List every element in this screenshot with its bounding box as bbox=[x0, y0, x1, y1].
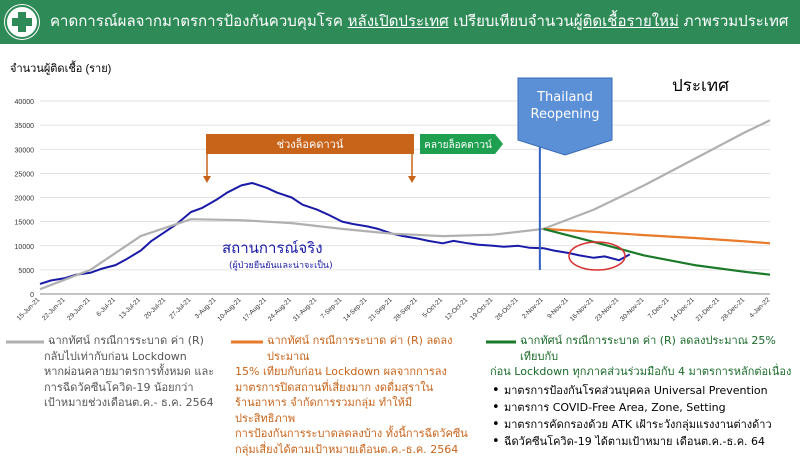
relax-label: คลายล็อคดาวน์ bbox=[424, 137, 492, 151]
x-tick-label: 15-Jun-21 bbox=[16, 296, 42, 322]
reopening-annotation: Thailand Reopening bbox=[518, 78, 612, 270]
legend-orange-line2: 15% เทียบกับก่อน Lockdown ผลจากการลง bbox=[235, 364, 470, 380]
country-label: ประเทศ bbox=[672, 76, 729, 96]
x-tick-label: 28-Sep-21 bbox=[393, 296, 420, 323]
x-tick-label: 6-Jul-21 bbox=[95, 296, 117, 318]
x-tick-label: 5-Oct-21 bbox=[421, 296, 444, 319]
y-tick-label: 20000 bbox=[15, 196, 35, 203]
x-tick-label: 16-Nov-21 bbox=[569, 296, 596, 323]
legend-grey-line3: หากผ่อนคลายมาตรการทั้งหมด และ bbox=[6, 364, 216, 380]
x-tick-label: 20-Jul-21 bbox=[143, 296, 167, 320]
x-tick-label: 30-Nov-21 bbox=[619, 296, 646, 323]
x-tick-label: 21-Sep-21 bbox=[367, 296, 394, 323]
page-title: คาดการณ์ผลจากมาตรการป้องกันควบคุมโรค หลั… bbox=[50, 9, 795, 33]
legend-green-bullet: มาตรการ COVID-Free Area, Zone, Setting bbox=[490, 399, 795, 416]
x-tick-label: 31-Aug-21 bbox=[292, 296, 319, 323]
x-tick-label: 7-Sep-21 bbox=[320, 296, 344, 320]
x-tick-label: 2-Nov-21 bbox=[521, 296, 545, 320]
x-tick-label: 14-Dec-21 bbox=[669, 296, 696, 323]
y-tick-label: 0 bbox=[30, 292, 34, 299]
legend-orange-line6: กลุ่มเสี่ยงได้ตามเป้าหมายเดือนต.ค.-ธ.ค. … bbox=[235, 442, 470, 457]
legend-orange-line4: ร้านอาหาร จำกัดการรวมกลุ่ม ทำให้มีประสิท… bbox=[235, 395, 470, 426]
x-tick-label: 24-Aug-21 bbox=[267, 296, 294, 323]
x-tick-label: 7-Dec-21 bbox=[647, 296, 671, 320]
x-tick-label: 21-Dec-21 bbox=[695, 296, 722, 323]
y-axis-title: จำนวนผู้ติดเชื้อ (ราย) bbox=[10, 60, 111, 75]
legend-grey-line bbox=[6, 339, 46, 345]
x-tick-label: 4-Jan-22 bbox=[748, 296, 771, 319]
relax-annotation: คลายล็อคดาวน์ bbox=[420, 134, 503, 154]
legend-grey-line4: การฉีดวัคซีนโควิด-19 น้อยกว่า bbox=[6, 380, 216, 396]
series-line-actual bbox=[40, 183, 630, 284]
lockdown-annotation: ช่วงล็อคดาวน์ bbox=[203, 134, 416, 183]
legend-orange-scenario: ฉากทัศน์ กรณีการระบาด ค่า (R) ลดลงประมาณ… bbox=[235, 333, 470, 457]
legend-grey-line5: เป้าหมายช่วงเดือนต.ค.- ธ.ค. 2564 bbox=[6, 395, 216, 411]
y-tick-label: 10000 bbox=[15, 244, 35, 251]
legend-orange-line3: มาตรการปิดสถานที่เสี่ยงมาก งดดื่มสุราใน bbox=[235, 380, 470, 396]
legend-orange-line1: ฉากทัศน์ กรณีการระบาด ค่า (R) ลดลงประมาณ bbox=[235, 333, 470, 364]
legend-grey-scenario: ฉากทัศน์ กรณีการระบาด ค่า (R) กลับไปเท่า… bbox=[6, 333, 216, 411]
legend-orange-line5: การป้องกันการระบาดลดลงบ้าง ทั้งนี้การฉีด… bbox=[235, 426, 470, 442]
x-tick-label: 27-Jul-21 bbox=[168, 296, 192, 320]
legend-green-bullets: มาตรการป้องกันโรคส่วนบุคคล Universal Pre… bbox=[490, 382, 795, 450]
ministry-logo-icon bbox=[4, 4, 40, 40]
legend-green-bullet: มาตรการคัดกรองด้วย ATK เฝ้าระวังกลุ่มแรง… bbox=[490, 416, 795, 433]
x-tick-label: 22-Jun-21 bbox=[41, 296, 67, 322]
highlight-circle bbox=[569, 242, 625, 270]
x-tick-label: 17-Aug-21 bbox=[242, 296, 269, 323]
x-tick-label: 23-Nov-21 bbox=[594, 296, 621, 323]
x-tick-label: 26-Oct-21 bbox=[494, 296, 520, 322]
x-tick-label: 3-Aug-21 bbox=[194, 296, 218, 320]
legend-grey-line2: กลับไปเท่ากับก่อน Lockdown bbox=[6, 349, 216, 365]
x-tick-label: 19-Oct-21 bbox=[469, 296, 495, 322]
x-tick-label: 14-Sep-21 bbox=[342, 296, 369, 323]
covid-forecast-chart: จำนวนผู้ติดเชื้อ (ราย) 0 5000 10000 15000 20… bbox=[0, 44, 800, 334]
legend-green-bullet: มาตรการป้องกันโรคส่วนบุคคล Universal Pre… bbox=[490, 382, 795, 399]
legend-green-line2: ก่อน Lockdown ทุกภาคส่วนร่วมมือกับ 4 มาต… bbox=[490, 364, 795, 380]
x-tick-label: 13-Jul-21 bbox=[118, 296, 142, 320]
x-tick-label: 29-Jun-21 bbox=[66, 296, 92, 322]
actual-sublabel: (ผู้ป่วยยืนยันและน่าจะเป็น) bbox=[229, 258, 333, 271]
x-tick-label: 9-Nov-21 bbox=[546, 296, 570, 320]
series-line-e87a2a bbox=[543, 229, 770, 243]
x-tick-label: 12-Oct-21 bbox=[444, 296, 470, 322]
reopen-label-line2: Reopening bbox=[531, 107, 600, 122]
reopen-label-line1: Thailand bbox=[536, 90, 593, 105]
lockdown-label: ช่วงล็อคดาวน์ bbox=[277, 137, 344, 151]
y-tick-label: 5000 bbox=[18, 268, 34, 275]
legend-orange-line bbox=[231, 339, 271, 345]
header-bar: คาดการณ์ผลจากมาตรการป้องกันควบคุมโรค หลั… bbox=[0, 0, 800, 44]
y-tick-label: 40000 bbox=[15, 99, 35, 106]
legend-green-bullet: ฉีดวัคซีนโควิด-19 ได้ตามเป้าหมาย เดือนต.… bbox=[490, 433, 795, 450]
actual-label: สถานการณ์จริง bbox=[222, 239, 323, 257]
y-tick-label: 30000 bbox=[15, 147, 35, 154]
x-tick-label: 10-Aug-21 bbox=[216, 296, 243, 323]
legend-green-line bbox=[486, 339, 526, 345]
legend-green-line1: ฉากทัศน์ กรณีการระบาด ค่า (R) ลดลงประมาณ… bbox=[490, 333, 795, 364]
y-tick-label: 25000 bbox=[15, 171, 35, 178]
legend-green-scenario: ฉากทัศน์ กรณีการระบาด ค่า (R) ลดลงประมาณ… bbox=[490, 333, 795, 450]
y-tick-label: 15000 bbox=[15, 220, 35, 227]
y-tick-label: 35000 bbox=[15, 123, 35, 130]
x-tick-label: 28-Dec-21 bbox=[720, 296, 747, 323]
